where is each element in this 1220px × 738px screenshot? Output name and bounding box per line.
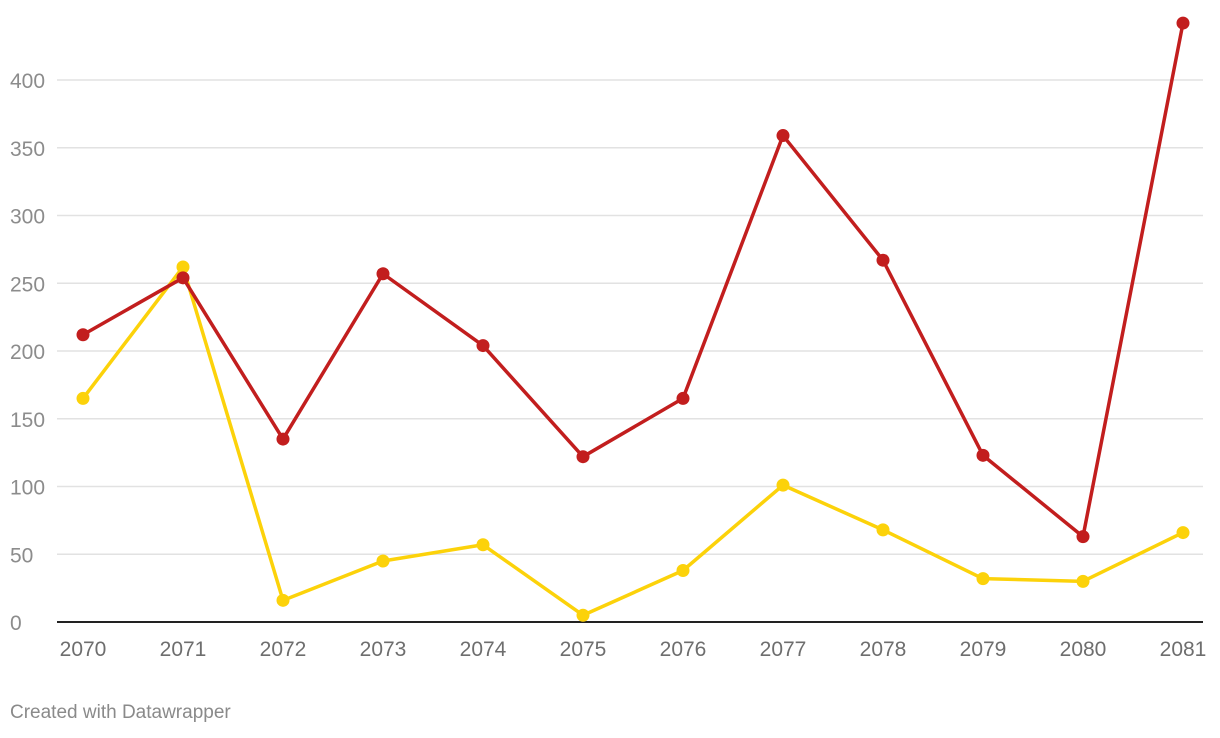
y-tick-label: 100	[10, 477, 45, 500]
x-tick-label: 2073	[360, 638, 407, 661]
data-point	[876, 253, 890, 267]
data-point	[476, 339, 490, 353]
data-point	[176, 271, 190, 285]
y-tick-label: 400	[10, 70, 45, 93]
data-point	[676, 564, 690, 578]
data-point	[1176, 16, 1190, 30]
data-point	[976, 572, 990, 586]
data-point	[976, 448, 990, 462]
data-point	[476, 538, 490, 552]
x-tick-label: 2070	[60, 638, 107, 661]
y-tick-label: 150	[10, 409, 45, 432]
data-point	[376, 554, 390, 568]
data-point	[176, 260, 190, 274]
y-tick-label: 50	[10, 544, 33, 567]
x-tick-label: 2081	[1160, 638, 1207, 661]
y-tick-label: 0	[10, 612, 22, 635]
x-tick-label: 2071	[160, 638, 207, 661]
y-tick-label: 200	[10, 341, 45, 364]
data-point	[776, 478, 790, 492]
data-point	[276, 593, 290, 607]
data-point	[376, 267, 390, 281]
data-point	[76, 328, 90, 342]
series-line	[81, 21, 1185, 539]
y-tick-label: 250	[10, 273, 45, 296]
x-tick-label: 2074	[460, 638, 507, 661]
y-tick-label: 350	[10, 138, 45, 161]
data-point	[1076, 530, 1090, 544]
series-1	[76, 260, 1190, 622]
y-axis-tick-labels: 0 50 100 150 200 250 300 350 400	[10, 70, 45, 635]
series-layer	[76, 16, 1190, 622]
data-point	[876, 523, 890, 537]
data-point	[1176, 526, 1190, 540]
x-tick-label: 2075	[560, 638, 607, 661]
x-tick-label: 2080	[1060, 638, 1107, 661]
x-tick-label: 2076	[660, 638, 707, 661]
x-tick-label: 2079	[960, 638, 1007, 661]
data-point	[676, 391, 690, 405]
x-tick-label: 2072	[260, 638, 307, 661]
x-tick-label: 2078	[860, 638, 907, 661]
series-line	[81, 265, 1185, 617]
data-point	[1076, 574, 1090, 588]
data-point	[576, 608, 590, 622]
data-point	[76, 391, 90, 405]
credit-footer: Created with Datawrapper	[10, 702, 231, 723]
x-tick-label: 2077	[760, 638, 807, 661]
series-2	[76, 16, 1190, 544]
data-point	[276, 432, 290, 446]
y-gridlines	[57, 79, 1203, 555]
data-point	[576, 450, 590, 464]
data-point	[776, 129, 790, 143]
x-axis-tick-labels: 2070 2071 2072 2073 2074 2075 2076 2077 2078 2079…	[60, 638, 1207, 661]
y-tick-label: 300	[10, 206, 45, 229]
